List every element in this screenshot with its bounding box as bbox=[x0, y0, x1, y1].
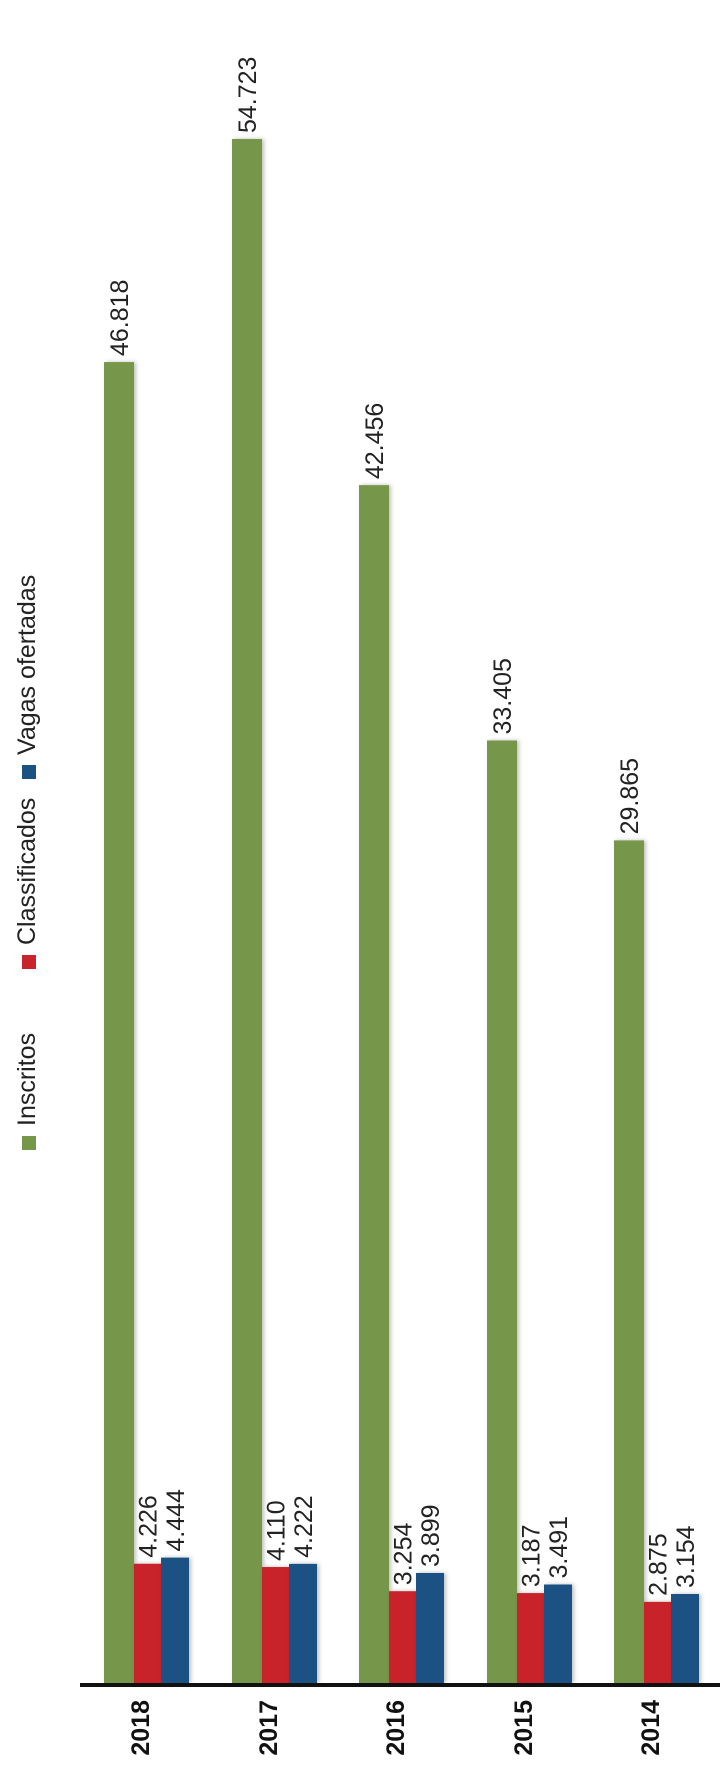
legend-label-classificados: Classificados bbox=[13, 798, 41, 945]
value-label-inscritos-2016: 42.456 bbox=[361, 403, 389, 479]
value-label-vagas-ofertadas-2015: 3.491 bbox=[545, 1516, 573, 1579]
value-label-classificados-2016: 3.254 bbox=[390, 1523, 418, 1586]
bar-inscritos-2014 bbox=[614, 840, 644, 1683]
bar-inscritos-2016 bbox=[359, 485, 389, 1683]
value-label-inscritos-2018: 46.818 bbox=[106, 280, 134, 356]
value-label-inscritos-2015: 33.405 bbox=[489, 658, 517, 734]
legend-label-inscritos: Inscritos bbox=[13, 1033, 41, 1126]
bar-vagas-ofertadas-2017 bbox=[289, 1563, 317, 1683]
bar-vagas-ofertadas-2015 bbox=[544, 1584, 572, 1683]
bar-inscritos-2018 bbox=[104, 362, 134, 1683]
value-label-classificados-2014: 2.875 bbox=[645, 1533, 673, 1596]
bars-group bbox=[104, 139, 699, 1683]
value-label-inscritos-2014: 29.865 bbox=[616, 758, 644, 834]
category-labels-group: 2018 2017 2016 2015 2014 bbox=[127, 1700, 665, 1756]
legend-label-vagas-ofertadas: Vagas ofertadas bbox=[13, 575, 41, 755]
category-label-2015: 2015 bbox=[510, 1700, 538, 1756]
value-label-classificados-2018: 4.226 bbox=[135, 1495, 163, 1558]
category-label-2018: 2018 bbox=[127, 1700, 155, 1756]
bar-inscritos-2017 bbox=[232, 139, 262, 1683]
bar-vagas-ofertadas-2018 bbox=[161, 1557, 189, 1683]
value-label-vagas-ofertadas-2016: 3.899 bbox=[417, 1504, 445, 1567]
category-label-2016: 2016 bbox=[382, 1700, 410, 1756]
value-label-inscritos-2017: 54.723 bbox=[234, 57, 262, 133]
category-label-2014: 2014 bbox=[637, 1700, 665, 1756]
value-label-classificados-2015: 3.187 bbox=[518, 1525, 546, 1588]
bar-classificados-2015 bbox=[517, 1593, 544, 1683]
legend-swatch-classificados bbox=[22, 955, 36, 969]
bar-classificados-2017 bbox=[262, 1567, 289, 1683]
legend: Inscritos Classificados Vagas ofertadas bbox=[13, 575, 41, 1150]
bar-classificados-2018 bbox=[134, 1563, 161, 1683]
bar-vagas-ofertadas-2014 bbox=[671, 1594, 699, 1683]
value-label-vagas-ofertadas-2018: 4.444 bbox=[162, 1489, 190, 1552]
legend-swatch-vagas-ofertadas bbox=[22, 765, 36, 779]
category-label-2017: 2017 bbox=[255, 1700, 283, 1756]
value-label-vagas-ofertadas-2017: 4.222 bbox=[290, 1495, 318, 1558]
value-label-vagas-ofertadas-2014: 3.154 bbox=[672, 1525, 700, 1588]
value-labels-group: 46.818 4.226 4.444 54.723 4.110 4.222 42.456 3.… bbox=[106, 57, 700, 1596]
legend-swatch-inscritos bbox=[22, 1136, 36, 1150]
bar-inscritos-2015 bbox=[487, 740, 517, 1683]
bar-classificados-2016 bbox=[389, 1591, 416, 1683]
bar-vagas-ofertadas-2016 bbox=[416, 1572, 444, 1683]
value-label-classificados-2017: 4.110 bbox=[263, 1500, 291, 1561]
bar-classificados-2014 bbox=[644, 1601, 671, 1683]
